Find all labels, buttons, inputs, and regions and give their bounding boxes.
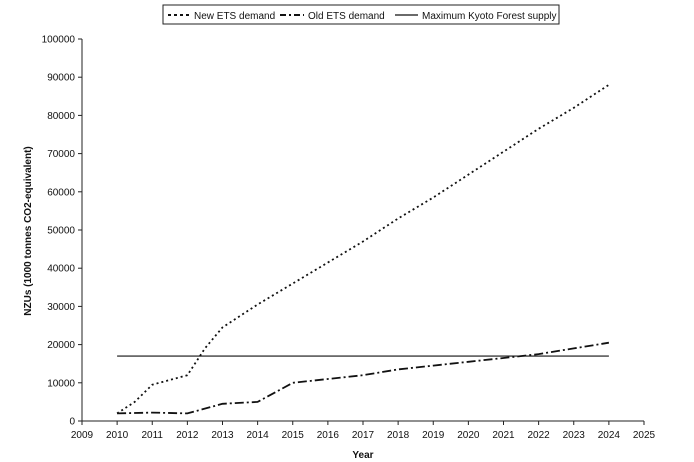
y-tick-label: 60000	[47, 187, 75, 198]
legend-label-old-ets: Old ETS demand	[308, 11, 385, 22]
y-axis-title: NZUs (1000 tonnes CO2-equivalent)	[23, 146, 34, 315]
y-tick-label: 50000	[47, 226, 75, 237]
axes: 0 10000 20000 30000 40000 50000 60000 70000 8000…	[42, 35, 656, 442]
legend-label-new-ets: New ETS demand	[194, 11, 275, 22]
legend: New ETS demand Old ETS demand Maximum Ky…	[162, 4, 560, 25]
y-tick-label: 20000	[47, 340, 75, 351]
x-tick-label: 2022	[528, 430, 551, 441]
x-tick-label: 2009	[71, 430, 94, 441]
x-tick-label: 2021	[492, 430, 515, 441]
x-tick-label: 2015	[282, 430, 305, 441]
series-line-new-ets-demand	[116, 84, 610, 415]
x-tick-label: 2023	[563, 430, 586, 441]
x-tick-label: 2010	[106, 430, 129, 441]
x-tick-label: 2016	[317, 430, 340, 441]
y-tick-label: 80000	[47, 111, 75, 122]
x-axis-title: Year	[352, 450, 373, 461]
x-tick-label: 2014	[247, 430, 270, 441]
x-tick-label: 2025	[633, 430, 656, 441]
y-tick-label: 100000	[42, 35, 76, 46]
y-tick-label: 90000	[47, 73, 75, 84]
y-tick-label: 30000	[47, 302, 75, 313]
y-tick-label: 10000	[47, 378, 75, 389]
x-tick-label: 2018	[387, 430, 410, 441]
x-tick-label: 2017	[352, 430, 375, 441]
legend-label-kyoto: Maximum Kyoto Forest supply	[422, 11, 557, 22]
y-tick-label: 40000	[47, 264, 75, 275]
y-tick-label: 0	[69, 417, 75, 428]
series-group	[116, 84, 610, 415]
x-tick-label: 2011	[141, 430, 163, 441]
legend-box	[162, 4, 560, 25]
series-line-old-ets-demand	[117, 341, 610, 415]
x-tick-label: 2012	[176, 430, 199, 441]
x-tick-label: 2024	[598, 430, 621, 441]
x-tick-label: 2019	[422, 430, 445, 441]
x-tick-label: 2020	[457, 430, 480, 441]
x-tick-label: 2013	[211, 430, 234, 441]
y-tick-label: 70000	[47, 149, 75, 160]
